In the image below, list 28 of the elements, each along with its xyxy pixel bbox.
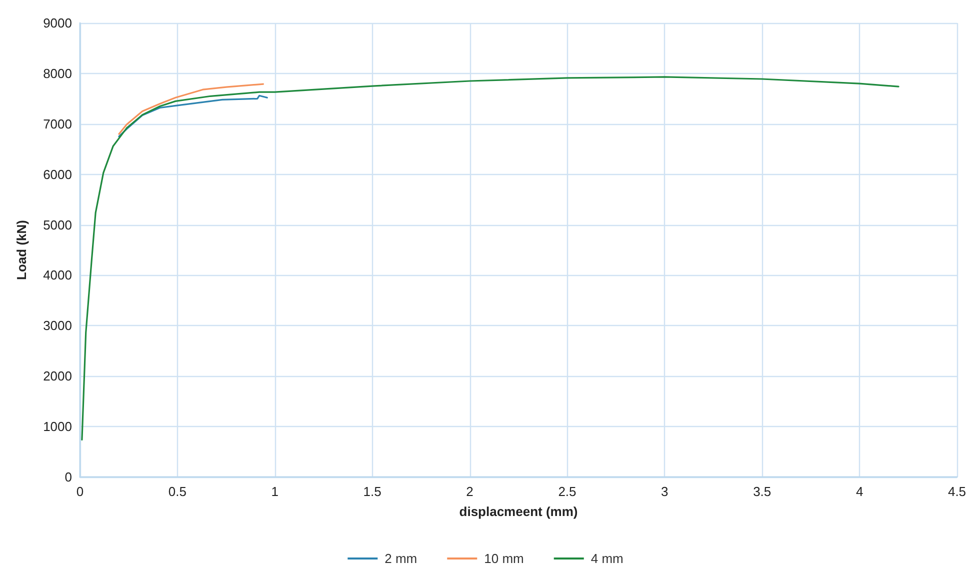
x-tick-label: 3.5 (753, 484, 772, 499)
legend-label: 4 mm (590, 551, 624, 566)
x-tick-label: 4 (856, 484, 864, 499)
y-tick-label: 4000 (43, 268, 72, 283)
line-series (81, 76, 900, 440)
x-tick-label: 2 (466, 484, 474, 499)
line-series (118, 83, 264, 135)
legend-label: 10 mm (484, 551, 524, 566)
x-tick-label: 3 (661, 484, 668, 499)
x-tick-label: 0.5 (168, 484, 186, 499)
x-tick-label: 2.5 (558, 484, 576, 499)
y-tick-label: 6000 (43, 166, 72, 182)
y-tick-label: 9000 (43, 16, 72, 30)
y-tick-label: 7000 (43, 116, 72, 132)
y-tick-label: 0 (64, 470, 72, 484)
x-tick-label: 4.5 (948, 484, 966, 499)
line-series (118, 94, 268, 138)
y-tick-label: 1000 (43, 419, 72, 434)
x-tick-label: 1.5 (363, 484, 382, 499)
y-tick-label: 2000 (43, 368, 72, 384)
y-tick-label: 5000 (43, 217, 72, 232)
x-axis-title: displacmeent (mm) (459, 504, 578, 519)
x-tick-label: 1 (271, 484, 279, 499)
x-tick-label: 0 (76, 484, 84, 499)
y-axis-title: Load (kN) (14, 220, 29, 280)
y-tick-label: 8000 (43, 66, 72, 81)
y-tick-label: 3000 (43, 318, 72, 334)
legend-label: 2 mm (384, 551, 418, 566)
